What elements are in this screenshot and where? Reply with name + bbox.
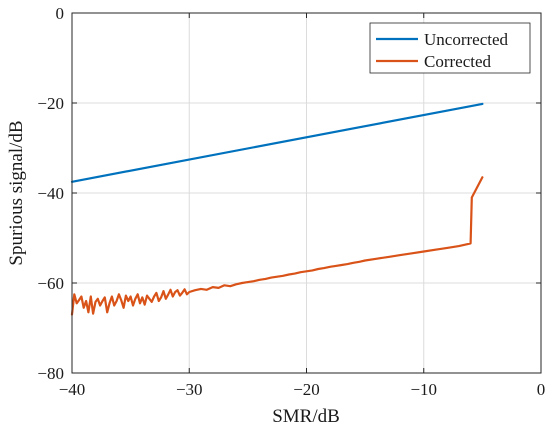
legend-label-uncorrected: Uncorrected (424, 30, 509, 49)
legend: Uncorrected Corrected (369, 22, 531, 74)
y-tick-label: −60 (37, 274, 64, 293)
x-tick-label: −10 (410, 380, 437, 399)
series-line-corrected (70, 176, 484, 316)
y-axis-label: Spurious signal/dB (6, 120, 27, 265)
x-tick-label: −40 (59, 380, 86, 399)
x-axis-label: SMR/dB (272, 406, 340, 427)
x-tick-label: −20 (293, 380, 320, 399)
series-layer (70, 102, 484, 316)
y-tick-label: −80 (37, 364, 64, 383)
legend-box (369, 22, 531, 74)
x-tick-label: 0 (537, 380, 546, 399)
axis-ticks: −40 −30 −20 −10 0 0 −20 −40 −60 −80 (37, 4, 545, 399)
x-tick-label: −30 (176, 380, 203, 399)
legend-label-corrected: Corrected (424, 52, 492, 71)
y-tick-label: −20 (37, 94, 64, 113)
series-line-uncorrected (70, 102, 484, 183)
y-tick-label: −40 (37, 184, 64, 203)
y-tick-label: 0 (56, 4, 65, 23)
